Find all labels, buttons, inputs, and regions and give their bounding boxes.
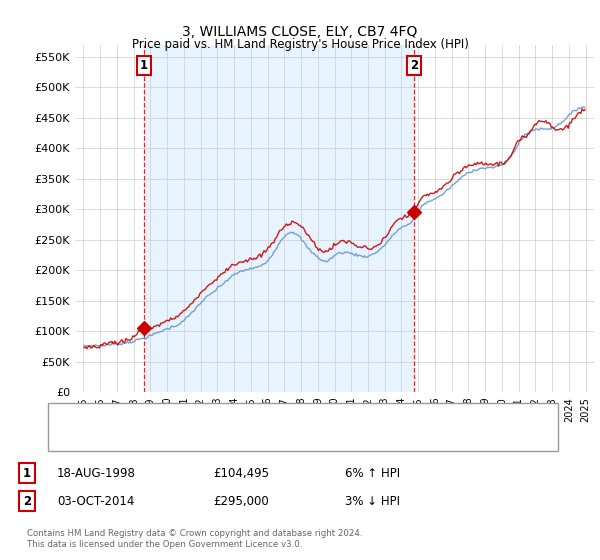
Text: 18-AUG-1998: 18-AUG-1998 — [57, 466, 136, 480]
Text: 2: 2 — [410, 59, 418, 72]
Point — [409, 208, 419, 217]
Text: 6% ↑ HPI: 6% ↑ HPI — [345, 466, 400, 480]
Text: 1: 1 — [140, 59, 148, 72]
Text: 3% ↓ HPI: 3% ↓ HPI — [345, 494, 400, 508]
Point — [139, 324, 149, 333]
Text: Price paid vs. HM Land Registry's House Price Index (HPI): Price paid vs. HM Land Registry's House … — [131, 38, 469, 50]
Text: —: — — [63, 407, 83, 426]
Text: £295,000: £295,000 — [213, 494, 269, 508]
Text: Contains HM Land Registry data © Crown copyright and database right 2024.
This d: Contains HM Land Registry data © Crown c… — [27, 529, 362, 549]
Text: 1: 1 — [23, 466, 31, 480]
Text: £104,495: £104,495 — [213, 466, 269, 480]
Text: 3, WILLIAMS CLOSE, ELY, CB7 4FQ (detached house): 3, WILLIAMS CLOSE, ELY, CB7 4FQ (detache… — [90, 412, 361, 422]
Bar — [144, 45, 414, 392]
Text: —: — — [63, 430, 83, 449]
Text: HPI: Average price, detached house, East Cambridgeshire: HPI: Average price, detached house, East… — [90, 434, 392, 444]
Text: 3, WILLIAMS CLOSE, ELY, CB7 4FQ: 3, WILLIAMS CLOSE, ELY, CB7 4FQ — [182, 25, 418, 39]
Text: 2: 2 — [23, 494, 31, 508]
Text: 03-OCT-2014: 03-OCT-2014 — [57, 494, 134, 508]
